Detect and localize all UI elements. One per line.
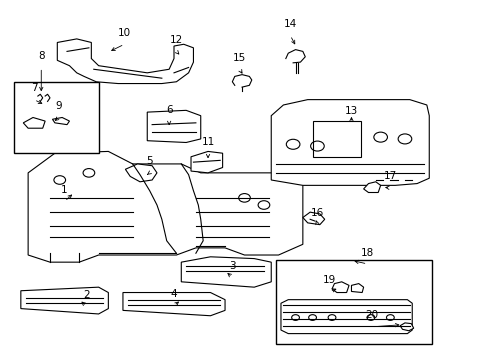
- Polygon shape: [351, 284, 363, 293]
- Text: 13: 13: [344, 107, 357, 116]
- Bar: [276, 260, 431, 344]
- Text: 16: 16: [310, 208, 324, 218]
- Text: 12: 12: [169, 35, 183, 45]
- Polygon shape: [271, 100, 428, 185]
- Text: 3: 3: [228, 261, 235, 271]
- Text: 15: 15: [233, 53, 246, 63]
- Text: 5: 5: [146, 157, 153, 166]
- Text: 17: 17: [383, 171, 396, 181]
- Text: 8: 8: [38, 51, 44, 61]
- Polygon shape: [191, 152, 222, 173]
- Polygon shape: [125, 164, 157, 182]
- Text: 2: 2: [83, 290, 90, 300]
- Polygon shape: [302, 212, 324, 225]
- Polygon shape: [28, 152, 302, 262]
- Polygon shape: [399, 323, 413, 331]
- Polygon shape: [52, 117, 69, 125]
- Bar: [312, 121, 361, 157]
- Text: 9: 9: [55, 101, 62, 111]
- Text: 7: 7: [31, 83, 37, 93]
- Text: 18: 18: [360, 248, 373, 257]
- Text: 10: 10: [118, 28, 131, 38]
- Text: 20: 20: [365, 310, 378, 320]
- Polygon shape: [147, 111, 201, 143]
- Polygon shape: [331, 282, 348, 293]
- Polygon shape: [181, 257, 271, 287]
- Bar: [14, 82, 99, 153]
- Polygon shape: [281, 300, 411, 334]
- Text: 6: 6: [165, 105, 172, 114]
- Text: 11: 11: [201, 137, 214, 147]
- Polygon shape: [122, 293, 224, 316]
- Text: 1: 1: [61, 185, 68, 195]
- Polygon shape: [363, 182, 380, 193]
- Text: 4: 4: [170, 289, 177, 299]
- Polygon shape: [23, 117, 45, 128]
- Text: 19: 19: [322, 275, 336, 285]
- Polygon shape: [57, 39, 193, 84]
- Polygon shape: [21, 287, 108, 314]
- Text: 14: 14: [283, 19, 296, 29]
